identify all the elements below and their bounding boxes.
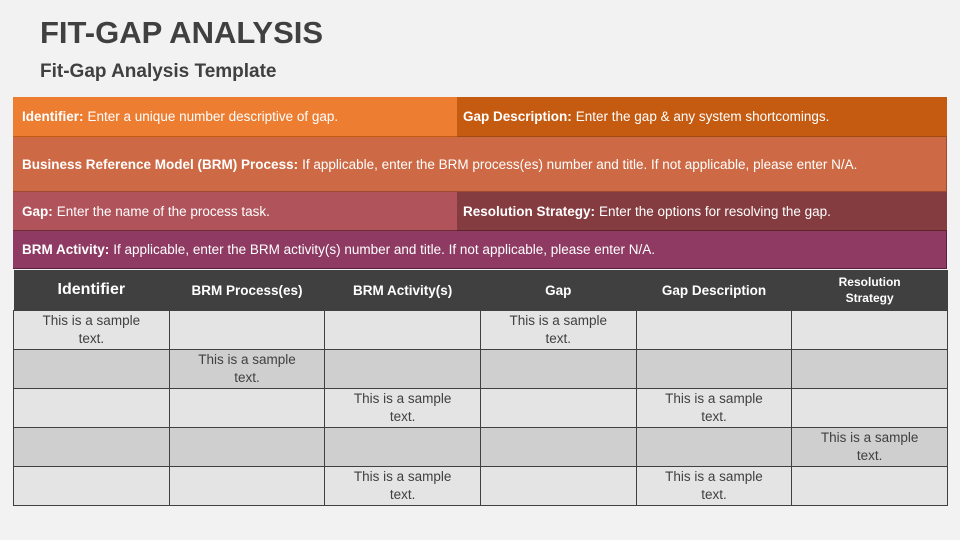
gap-definition: Gap: Enter the name of the process task.	[13, 192, 457, 231]
brm-process-definition-text: If applicable, enter the BRM process(es)…	[302, 156, 858, 172]
resolution-strategy-definition-text: Enter the options for resolving the gap.	[599, 203, 831, 219]
table-cell[interactable]	[13, 388, 170, 428]
table-cell[interactable]	[324, 349, 481, 389]
brm-activity-definition-text: If applicable, enter the BRM activity(s)…	[113, 242, 656, 257]
table-cell[interactable]: This is a sample text.	[168, 349, 326, 389]
brm-activity-definition-label: BRM Activity:	[22, 242, 110, 257]
table-row: This is a sample text. This is a sample …	[13, 388, 948, 428]
table-cell[interactable]: This is a sample text.	[635, 388, 793, 428]
table-cell[interactable]	[791, 349, 948, 389]
resolution-strategy-definition-label: Resolution Strategy:	[463, 203, 596, 219]
table-cell[interactable]	[479, 466, 637, 506]
gap-description-definition-label: Gap Description:	[463, 109, 572, 124]
page-title: FIT-GAP ANALYSIS	[40, 15, 324, 50]
fit-gap-table: Identifier BRM Process(es) BRM Activity(…	[13, 270, 948, 506]
identifier-definition-text: Enter a unique number descriptive of gap…	[87, 109, 339, 124]
table-row: This is a sample text. This is a sample …	[13, 466, 948, 506]
header-gap: Gap	[480, 270, 637, 311]
brm-process-definition-label: Business Reference Model (BRM) Process:	[22, 156, 299, 172]
table-cell[interactable]	[168, 466, 326, 506]
table-cell[interactable]	[791, 388, 948, 428]
table-cell[interactable]	[479, 427, 637, 467]
table-cell[interactable]	[13, 427, 170, 467]
definitions-row-4: BRM Activity: If applicable, enter the B…	[13, 231, 947, 269]
table-cell[interactable]	[791, 310, 948, 350]
header-identifier: Identifier	[13, 270, 170, 311]
identifier-definition-label: Identifier:	[22, 109, 84, 124]
brm-activity-definition: BRM Activity: If applicable, enter the B…	[13, 231, 947, 269]
table-cell[interactable]	[168, 427, 326, 467]
table-cell[interactable]	[635, 427, 793, 467]
table-cell[interactable]	[13, 349, 170, 389]
gap-definition-label: Gap:	[22, 203, 53, 219]
gap-definition-text: Enter the name of the process task.	[56, 203, 270, 219]
gap-description-definition-text: Enter the gap & any system shortcomings.	[575, 109, 830, 124]
table-cell[interactable]	[324, 427, 481, 467]
definitions-block: Identifier: Enter a unique number descri…	[13, 97, 947, 269]
definitions-row-2: Business Reference Model (BRM) Process: …	[13, 137, 947, 192]
page-subtitle: Fit-Gap Analysis Template	[40, 61, 277, 82]
table-cell[interactable]: This is a sample text.	[13, 310, 170, 350]
table-cell[interactable]	[13, 466, 170, 506]
table-cell[interactable]: This is a sample text.	[791, 427, 948, 467]
table-cell[interactable]	[791, 466, 948, 506]
table-cell[interactable]	[479, 349, 637, 389]
resolution-strategy-definition: Resolution Strategy: Enter the options f…	[457, 192, 947, 231]
table-row: This is a sample text.	[13, 427, 948, 467]
gap-description-definition: Gap Description: Enter the gap & any sys…	[457, 97, 947, 137]
table-cell[interactable]	[324, 310, 481, 350]
table-cell[interactable]	[479, 388, 637, 428]
table-row: This is a sample text. This is a sample …	[13, 310, 948, 350]
identifier-definition: Identifier: Enter a unique number descri…	[13, 97, 457, 137]
definitions-row-3: Gap: Enter the name of the process task.…	[13, 192, 947, 231]
header-brm-activities: BRM Activity(s)	[324, 270, 481, 311]
table-cell[interactable]: This is a sample text.	[479, 310, 637, 350]
table-header-row: Identifier BRM Process(es) BRM Activity(…	[13, 270, 948, 311]
table-cell[interactable]	[168, 388, 326, 428]
table-cell[interactable]	[635, 310, 793, 350]
table-cell[interactable]: This is a sample text.	[324, 388, 481, 428]
table-cell[interactable]	[635, 349, 793, 389]
header-gap-description: Gap Description	[636, 270, 792, 311]
brm-process-definition: Business Reference Model (BRM) Process: …	[13, 137, 947, 192]
table-cell[interactable]: This is a sample text.	[635, 466, 793, 506]
table-cell[interactable]	[168, 310, 326, 350]
table-row: This is a sample text.	[13, 349, 948, 389]
header-brm-processes: BRM Process(es)	[169, 270, 325, 311]
header-resolution-strategy: Resolution Strategy	[791, 270, 948, 311]
definitions-row-1: Identifier: Enter a unique number descri…	[13, 97, 947, 137]
table-cell[interactable]: This is a sample text.	[324, 466, 481, 506]
